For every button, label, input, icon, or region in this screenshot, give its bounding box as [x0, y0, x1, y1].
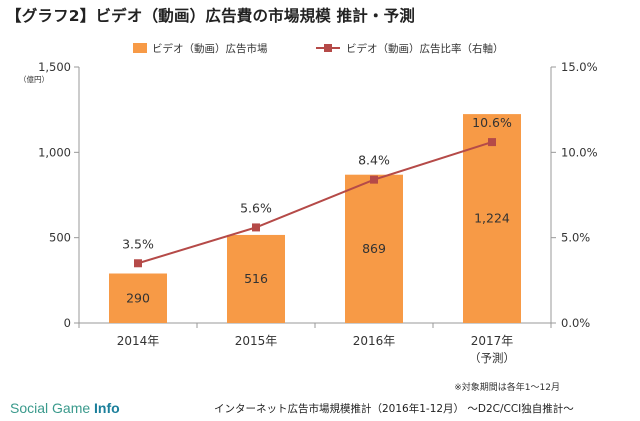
ratio-line — [137, 141, 493, 265]
ratio-value-label: 8.4% — [358, 153, 390, 168]
logo-text-strong: Info — [94, 400, 120, 416]
ratio-value-label: 5.6% — [240, 200, 272, 215]
y-right-tick-label: 15.0% — [561, 60, 598, 74]
period-note: ※対象期間は各年1～12月 — [454, 383, 560, 393]
y-left-tick-label: 1,500 — [38, 60, 71, 74]
legend-label-line: ビデオ（動画）広告比率（右軸） — [346, 42, 504, 55]
y-left-unit: （億円） — [19, 74, 49, 84]
ratio-value-label: 3.5% — [122, 236, 154, 251]
y-right-tick-label: 5.0% — [561, 231, 590, 245]
ratio-point — [370, 175, 378, 184]
legend-swatch-bar — [133, 43, 147, 53]
ratio-point — [252, 223, 260, 232]
y-left-tick-label: 0 — [64, 316, 71, 330]
y-left-tick-label: 500 — [49, 231, 71, 245]
bar — [109, 273, 167, 323]
bar-value-label: 290 — [126, 290, 150, 305]
ratio-value-label: 10.6% — [472, 115, 512, 130]
legend-marker-line — [324, 44, 332, 52]
y-left-tick-label: 1,000 — [38, 145, 71, 159]
ratio-point — [134, 259, 142, 268]
bar-value-label: 869 — [362, 241, 386, 256]
y-right-tick-label: 0.0% — [561, 316, 590, 330]
bar-value-label: 1,224 — [474, 211, 510, 226]
x-tick-sublabel: （予測） — [469, 351, 515, 365]
y-right-tick-label: 10.0% — [561, 145, 598, 159]
x-tick-label: 2015年 — [235, 334, 278, 348]
site-logo: Social Game Info — [10, 400, 120, 416]
logo-text: Social Game — [10, 400, 95, 416]
x-tick-label: 2017年 — [471, 334, 514, 348]
source-caption: インターネット広告市場規模推計（2016年1-12月） ～D2C/CCI独自推計… — [214, 403, 574, 415]
chart-title: 【グラフ2】ビデオ（動画）広告費の市場規模 推計・予測 — [6, 7, 416, 25]
ratio-point — [488, 138, 496, 147]
legend-label-bar: ビデオ（動画）広告市場 — [152, 42, 268, 55]
x-tick-label: 2016年 — [353, 334, 396, 348]
x-tick-label: 2014年 — [117, 334, 160, 348]
bar-value-label: 516 — [244, 271, 268, 286]
bar — [227, 234, 285, 323]
bar — [345, 174, 403, 323]
